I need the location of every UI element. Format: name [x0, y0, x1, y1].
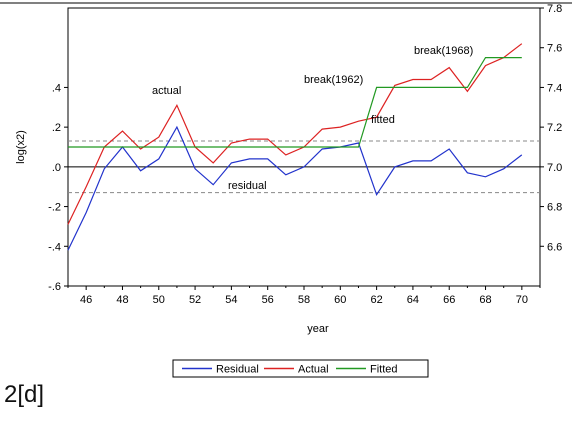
chart: .4 .2 .0 -.2 -.4 -.6 7.8 7.6 7.4 7.2 7.0 6.8 6.6 46 48…: [0, 2, 572, 378]
right-tick-label-4: 7.2: [547, 122, 562, 134]
annotation-break-1968: break(1968): [414, 45, 473, 57]
x-tick-label-13: 70: [516, 294, 528, 306]
left-tick-label-6: -.6: [48, 281, 61, 293]
series-line-actual: [67, 43, 523, 225]
x-tick-label-2: 48: [116, 294, 128, 306]
legend-label-actual: Actual: [298, 364, 329, 376]
x-tick-label-10: 64: [407, 294, 419, 306]
left-tick-label-3: .0: [52, 162, 61, 174]
legend-label-fitted: Fitted: [370, 364, 398, 376]
x-axis-title: year: [307, 323, 329, 335]
right-tick-label-2: 7.6: [547, 43, 562, 55]
x-tick-label-11: 66: [443, 294, 455, 306]
right-tick-label-6: 6.8: [547, 202, 562, 214]
left-tick-label-4: -.2: [48, 202, 61, 214]
x-tick-label-12: 68: [479, 294, 491, 306]
annotation-break-1962: break(1962): [304, 74, 363, 86]
legend-box: [172, 359, 429, 378]
left-tick-label-2: .2: [52, 122, 61, 134]
annotation-actual: actual: [152, 85, 181, 97]
x-tick-label-7: 58: [298, 294, 310, 306]
x-tick-label-1: 46: [80, 294, 92, 306]
left-tick-label-5: -.4: [48, 241, 61, 253]
annotation-residual: residual: [228, 180, 267, 192]
right-tick-label-5: 7.0: [547, 162, 562, 174]
x-tick-label-9: 62: [370, 294, 382, 306]
figure-caption: 2[d]: [4, 381, 45, 408]
x-tick-label-5: 54: [225, 294, 237, 306]
annotation-fitted: fitted: [371, 114, 395, 126]
right-tick-label-7: 6.6: [547, 241, 562, 253]
legend-label-residual: Residual: [216, 364, 259, 376]
y-axis-title: log(x2): [15, 130, 27, 164]
left-tick-label-1: .4: [52, 82, 61, 94]
series-line-fitted: [68, 56, 522, 148]
x-tick-label-6: 56: [262, 294, 274, 306]
x-tick-label-4: 52: [189, 294, 201, 306]
x-tick-label-8: 60: [334, 294, 346, 306]
series-line-residual: [67, 125, 523, 251]
right-tick-label-1: 7.8: [547, 3, 562, 15]
right-tick-label-3: 7.4: [547, 82, 562, 94]
x-tick-label-3: 50: [153, 294, 165, 306]
